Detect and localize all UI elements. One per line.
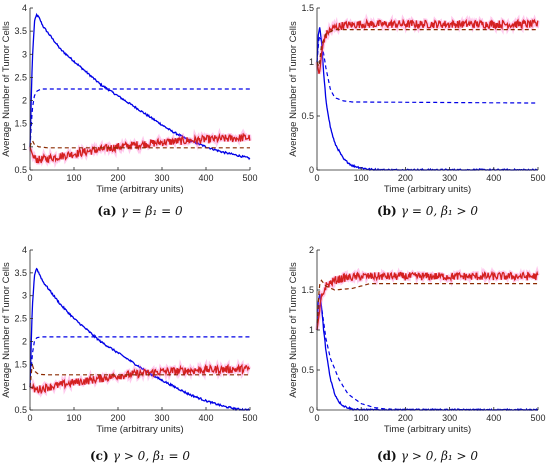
x-tick-label: 0 xyxy=(27,173,32,183)
y-tick-label: 1.5 xyxy=(14,119,27,129)
x-axis-label: Time (arbitrary units) xyxy=(96,424,183,435)
y-axis-label: Average Number of Tumor Cells xyxy=(1,262,12,398)
x-tick-label: 0 xyxy=(314,173,319,183)
series-d-3 xyxy=(316,279,538,331)
x-tick-label: 400 xyxy=(198,413,213,423)
x-tick-label: 400 xyxy=(486,173,501,183)
series-b-2 xyxy=(316,18,539,74)
y-tick-label: 2 xyxy=(22,96,27,106)
panel-b: 0 100 200 300 400 500 0 0.5 1 1.5 Time (arbitrary … xyxy=(288,3,546,218)
y-tick-label: 1 xyxy=(309,57,314,67)
x-tick-label: 300 xyxy=(154,173,169,183)
series-d-0 xyxy=(316,293,539,412)
y-tick-label: 0.5 xyxy=(301,365,314,375)
x-tick-label: 100 xyxy=(66,413,81,423)
y-tick-label: 4 xyxy=(22,3,27,13)
series-c-3 xyxy=(29,363,250,388)
y-tick-label: 0.5 xyxy=(301,111,314,121)
panel-caption: (c) γ > 0, β₁ = 0 xyxy=(90,449,190,463)
y-tick-label: 1.5 xyxy=(301,285,314,295)
panel-caption: (a) γ = β₁ = 0 xyxy=(97,204,183,218)
y-tick-label: 2.5 xyxy=(14,72,27,82)
series-a-3 xyxy=(29,139,250,149)
y-tick-label: 3 xyxy=(22,49,27,59)
series-c-1 xyxy=(29,336,250,388)
y-tick-label: 1 xyxy=(22,142,27,152)
y-tick-label: 0 xyxy=(309,165,314,175)
series-a-2 xyxy=(29,132,251,164)
y-tick-label: 1.5 xyxy=(301,3,314,13)
panel-d: 0 100 200 300 400 500 0 0.5 1 1.5 2 Time (arbitrary… xyxy=(288,245,546,463)
series-d-2-band xyxy=(315,265,540,331)
x-tick-label: 500 xyxy=(242,173,257,183)
x-tick-label: 200 xyxy=(398,413,413,423)
y-tick-label: 2 xyxy=(22,336,27,346)
series-b-0 xyxy=(316,27,538,172)
x-tick-label: 300 xyxy=(442,413,457,423)
series-d-1 xyxy=(316,300,538,411)
series-b-1 xyxy=(316,33,538,104)
y-axis-label: Average Number of Tumor Cells xyxy=(288,262,299,398)
x-tick-label: 200 xyxy=(110,173,125,183)
panel-c: 0 100 200 300 400 500 0.5 1 1.5 2 2.5 3 3.5 4 Time (ar… xyxy=(1,245,258,463)
y-tick-label: 3.5 xyxy=(14,26,27,36)
y-tick-label: 0 xyxy=(309,405,314,415)
x-tick-label: 500 xyxy=(242,413,257,423)
y-tick-label: 1 xyxy=(22,382,27,392)
y-tick-label: 2.5 xyxy=(14,314,27,324)
y-tick-label: 2 xyxy=(309,245,314,255)
x-tick-label: 200 xyxy=(398,173,413,183)
series-a-1 xyxy=(29,88,250,147)
panel-caption: (b) γ = 0, β₁ > 0 xyxy=(377,204,478,218)
x-axis-label: Time (arbitrary units) xyxy=(96,184,183,195)
x-tick-label: 400 xyxy=(486,413,501,423)
panel-caption: (d) γ > 0, β₁ > 0 xyxy=(377,449,478,463)
y-tick-label: 1 xyxy=(309,325,314,335)
series-b-2-band xyxy=(315,13,540,75)
x-tick-label: 100 xyxy=(354,173,369,183)
y-axis-label: Average Number of Tumor Cells xyxy=(288,21,299,157)
y-tick-label: 0.5 xyxy=(14,405,27,415)
y-tick-label: 1.5 xyxy=(14,359,27,369)
y-tick-label: 3.5 xyxy=(14,268,27,278)
series-a-0 xyxy=(29,12,251,161)
y-tick-label: 3 xyxy=(22,291,27,301)
x-tick-label: 100 xyxy=(354,413,369,423)
y-axis-label: Average Number of Tumor Cells xyxy=(1,21,12,157)
x-axis-label: Time (arbitrary units) xyxy=(384,424,471,435)
x-tick-label: 300 xyxy=(442,173,457,183)
x-tick-label: 500 xyxy=(530,413,545,423)
series-c-2 xyxy=(29,363,251,395)
y-tick-label: 4 xyxy=(22,245,27,255)
series-d-2 xyxy=(316,270,539,331)
series-c-0 xyxy=(29,267,250,412)
x-tick-label: 500 xyxy=(530,173,545,183)
series-b-3 xyxy=(316,29,538,69)
x-tick-label: 0 xyxy=(27,413,32,423)
x-tick-label: 200 xyxy=(110,413,125,423)
x-axis-label: Time (arbitrary units) xyxy=(384,184,471,195)
y-tick-label: 0.5 xyxy=(14,165,27,175)
x-tick-label: 300 xyxy=(154,413,169,423)
x-tick-label: 100 xyxy=(66,173,81,183)
x-tick-label: 400 xyxy=(198,173,213,183)
panel-a: 0 100 200 300 400 500 0.5 1 1.5 2 2.5 3 3.5 4 Time (ar… xyxy=(1,3,258,218)
x-tick-label: 0 xyxy=(314,413,319,423)
